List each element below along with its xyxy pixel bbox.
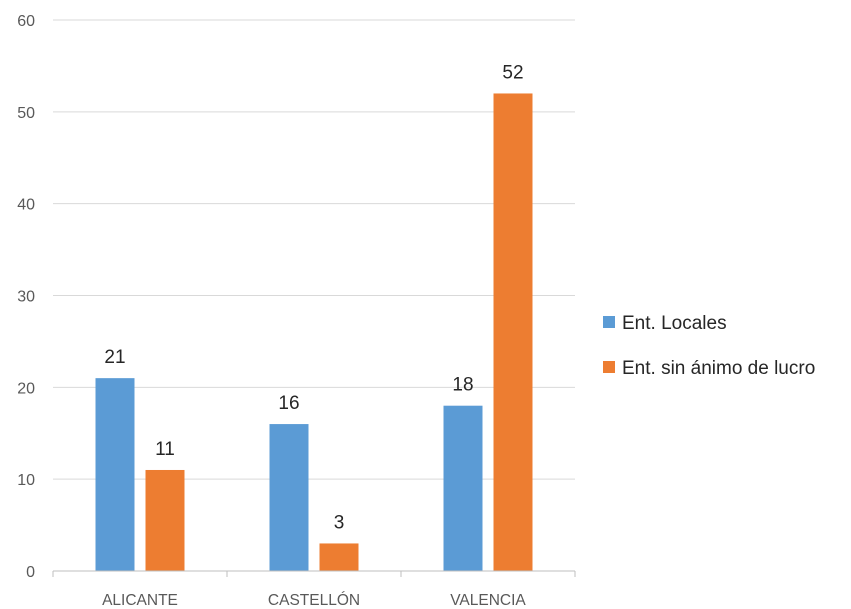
y-tick-label: 50: [17, 105, 35, 122]
bars: [95, 93, 533, 571]
y-axis-tick-labels: 0 10 20 30 40 50 60: [17, 13, 35, 581]
bar-ent-sin-nimo-de-lucro-castellón: [319, 543, 359, 571]
bar-ent-sin-nimo-de-lucro-alicante: [145, 469, 185, 571]
data-label: 3: [334, 512, 345, 533]
legend-item: Ent. Locales: [603, 313, 727, 334]
bar-ent-locales-valencia: [443, 405, 483, 571]
y-tick-label: 40: [17, 197, 35, 214]
x-category-label: CASTELLÓN: [268, 592, 360, 609]
data-label: 18: [452, 375, 473, 396]
legend-label: Ent. Locales: [622, 313, 727, 334]
y-tick-label: 30: [17, 289, 35, 306]
data-label: 11: [155, 439, 175, 460]
y-tick-label: 10: [17, 472, 35, 489]
data-label: 16: [278, 393, 299, 414]
gridlines: [53, 19, 575, 480]
bar-ent-locales-castellón: [269, 424, 309, 571]
bar-ent-locales-alicante: [95, 378, 135, 571]
y-tick-label: 0: [26, 564, 35, 581]
legend-swatch: [603, 361, 615, 373]
legend-swatch: [603, 316, 615, 328]
x-category-label: ALICANTE: [102, 592, 178, 609]
x-axis: ALICANTE CASTELLÓN VALENCIA: [52, 570, 576, 609]
y-tick-label: 20: [17, 380, 35, 397]
data-label: 52: [502, 62, 523, 83]
data-label: 21: [104, 347, 125, 368]
legend-item: Ent. sin ánimo de lucro: [603, 358, 815, 379]
bar-ent-sin-nimo-de-lucro-valencia: [493, 93, 533, 571]
legend-label: Ent. sin ánimo de lucro: [622, 358, 815, 379]
legend: Ent. Locales Ent. sin ánimo de lucro: [603, 313, 815, 379]
y-tick-label: 60: [17, 13, 35, 30]
data-labels: 21 11 16 3 18 52: [104, 62, 523, 533]
x-category-label: VALENCIA: [450, 592, 526, 609]
